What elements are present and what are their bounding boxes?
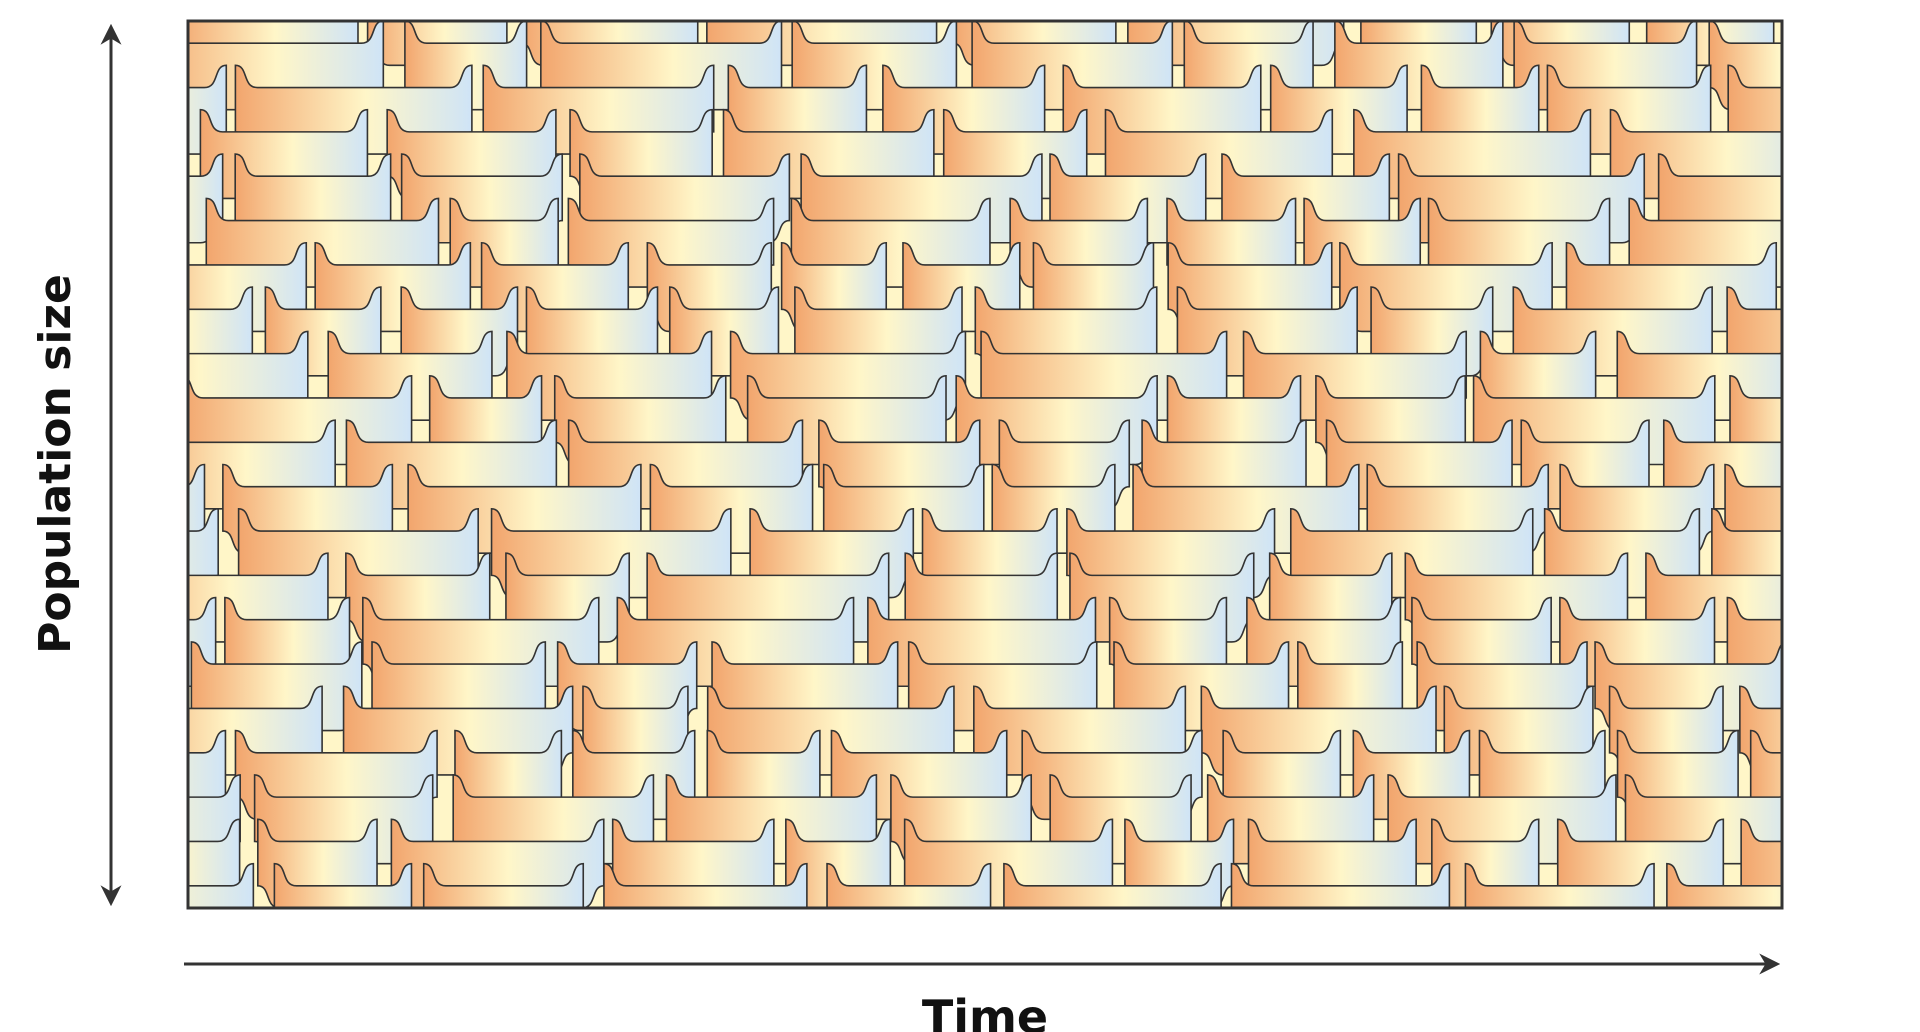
lineage-cell xyxy=(603,862,808,908)
lineage-cell xyxy=(1016,907,1213,908)
lineage-cell xyxy=(1818,331,1920,420)
lineage-cell xyxy=(1789,243,1920,332)
lineage-cell xyxy=(859,907,1000,908)
lineage-cell xyxy=(1458,907,1584,908)
lineage-cell xyxy=(1,642,183,731)
lineage-cells xyxy=(0,0,1920,997)
lineage-cell xyxy=(188,862,255,908)
lineage-cell xyxy=(354,907,359,908)
lineage-cell xyxy=(1464,862,1655,908)
lineage-cell xyxy=(0,376,167,465)
lineage-cell xyxy=(273,862,413,908)
lineage-cell xyxy=(1666,862,1782,908)
lineage-cell xyxy=(1818,420,1920,509)
y-axis-label: Population size xyxy=(30,274,81,654)
lineage-cell xyxy=(1003,862,1222,908)
lineage-cell xyxy=(1224,907,1451,908)
lineage-cell xyxy=(1590,907,1595,908)
lineage-cell xyxy=(826,862,992,908)
lineage-cell xyxy=(11,908,170,997)
lineage-cell xyxy=(1230,862,1451,908)
lineage-cell xyxy=(699,907,840,908)
lineage-cell xyxy=(1790,0,1920,65)
x-axis-label: Time xyxy=(922,990,1048,1032)
plot-frame xyxy=(186,19,1784,910)
lineage-cell xyxy=(1797,642,1914,731)
lineage-cell xyxy=(65,198,187,287)
lineage-cell xyxy=(422,862,585,908)
lineage-cell xyxy=(368,907,475,908)
lineage-cell xyxy=(1815,775,1920,864)
lineage-cell xyxy=(494,907,690,908)
lineage-cell xyxy=(19,110,186,199)
